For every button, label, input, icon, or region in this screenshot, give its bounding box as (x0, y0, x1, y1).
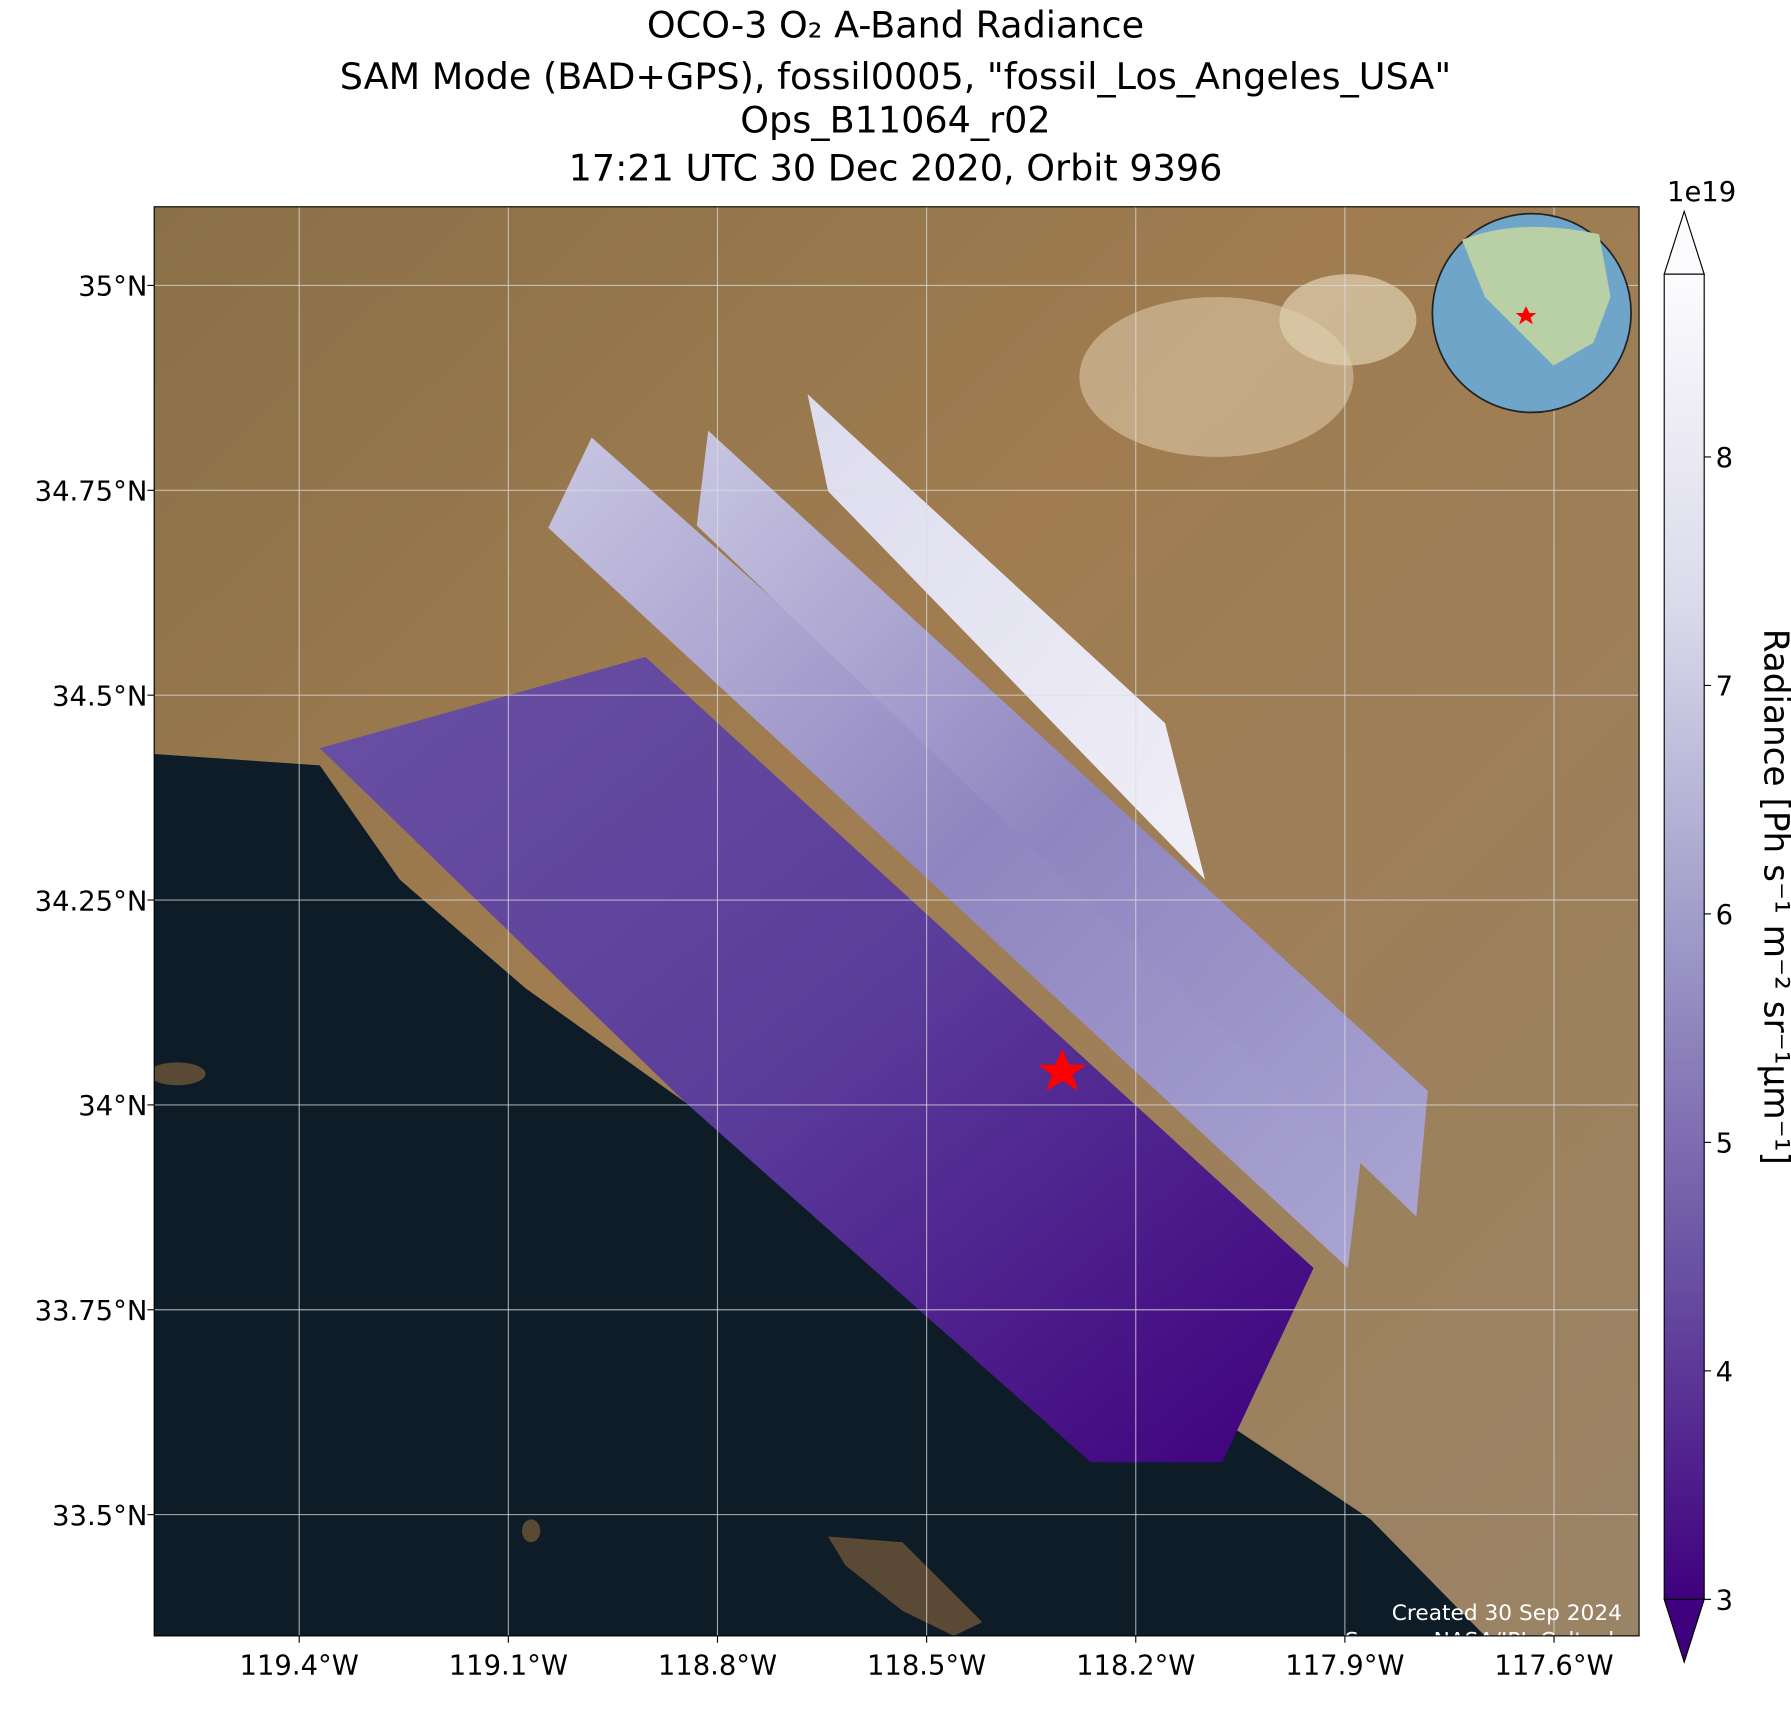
site-marker (1038, 1048, 1087, 1091)
x-tick-label: 117.6°W (1494, 1651, 1613, 1682)
x-tick-label: 117.9°W (1285, 1651, 1404, 1682)
swath (548, 437, 1365, 1269)
y-tick-label: 34°N (78, 1091, 147, 1122)
x-tick-label: 118.2°W (1076, 1651, 1195, 1682)
inset-marker (1515, 306, 1537, 325)
grid (154, 206, 1640, 1636)
y-tick-label: 34.25°N (35, 886, 148, 917)
y-tick-label: 33.75°N (35, 1296, 148, 1327)
colorbar-tick-label: 8 (1716, 443, 1733, 474)
colorbar-label: Radiance [Ph s⁻¹ m⁻² sr⁻¹μm⁻¹] (1756, 629, 1791, 1165)
title: 17:21 UTC 30 Dec 2020, Orbit 9396 (569, 146, 1223, 189)
inset-land (1462, 226, 1611, 366)
island (521, 1519, 541, 1543)
colorbar-tick-label: 5 (1716, 1129, 1733, 1160)
note: Source: NASA/JPL-Caltech (1345, 1628, 1622, 1653)
title: SAM Mode (BAD+GPS), fossil0005, "fossil_… (340, 55, 1451, 98)
title: OCO-3 O₂ A-Band Radiance (647, 4, 1144, 47)
note: Created 30 Sep 2024 (1392, 1601, 1622, 1626)
island (154, 1062, 206, 1086)
colorbar: 3 4 5 6 7 8 (1663, 209, 1733, 1665)
dry-lake (1279, 274, 1417, 366)
title: Ops_B11064_r02 (740, 99, 1050, 142)
swath (319, 656, 1314, 1463)
colorbar-tick-label: 6 (1716, 900, 1733, 931)
colorbar-multiplier: 1e19 (1667, 177, 1736, 208)
y-tick-label: 34.5°N (52, 681, 147, 712)
swath (807, 394, 1206, 880)
colorbar-tick-label: 3 (1716, 1586, 1733, 1617)
colorbar-bar (1663, 273, 1705, 1600)
x-tick-label: 118.8°W (658, 1651, 777, 1682)
map-frame (153, 206, 1640, 1637)
y-tick-label: 33.5°N (52, 1501, 147, 1532)
colorbar-extend (1663, 209, 1705, 275)
map: Created 30 Sep 2024 Source: NASA/JPL-Cal… (154, 206, 1640, 1653)
y-tick-label: 35°N (78, 272, 147, 303)
colorbar-tick-label: 4 (1716, 1357, 1733, 1388)
x-tick-label: 118.5°W (867, 1651, 986, 1682)
x-tick-label: 119.1°W (449, 1651, 568, 1682)
y-tick-label: 34.75°N (35, 477, 148, 508)
colorbar-tick-label: 7 (1716, 672, 1733, 703)
swath (696, 430, 1428, 1217)
island (828, 1536, 983, 1636)
colorbar-extend (1663, 1598, 1705, 1665)
x-tick-label: 119.4°W (240, 1651, 359, 1682)
